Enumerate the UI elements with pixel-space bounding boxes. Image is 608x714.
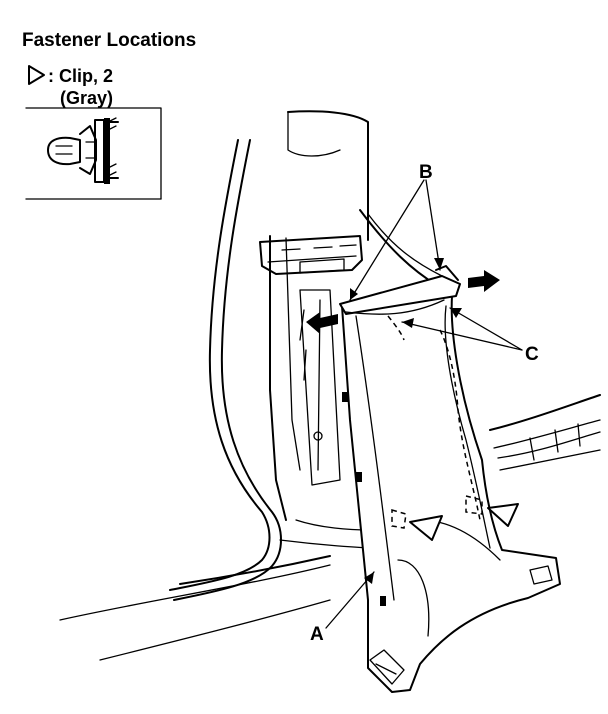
diagram-title: Fastener Locations [22,30,196,51]
clip-marker-icon [487,503,519,527]
callout-c: C [525,344,539,365]
callout-a: A [310,624,324,645]
legend-clip-label: : Clip, 2 [48,66,113,86]
top-flange [339,265,461,315]
solid-arrow-icon [468,270,500,292]
clip-marker-icon [409,515,443,541]
pillar-trim-panel [341,295,561,693]
callout-b: B [419,162,433,183]
solid-arrow-icon [306,312,338,334]
legend-clip-color: (Gray) [60,88,113,108]
clip-detail-icon [25,107,162,200]
legend: : Clip, 2 (Gray) [28,65,113,108]
triangle-outline-icon [28,65,45,85]
callout-leaders [325,179,523,629]
